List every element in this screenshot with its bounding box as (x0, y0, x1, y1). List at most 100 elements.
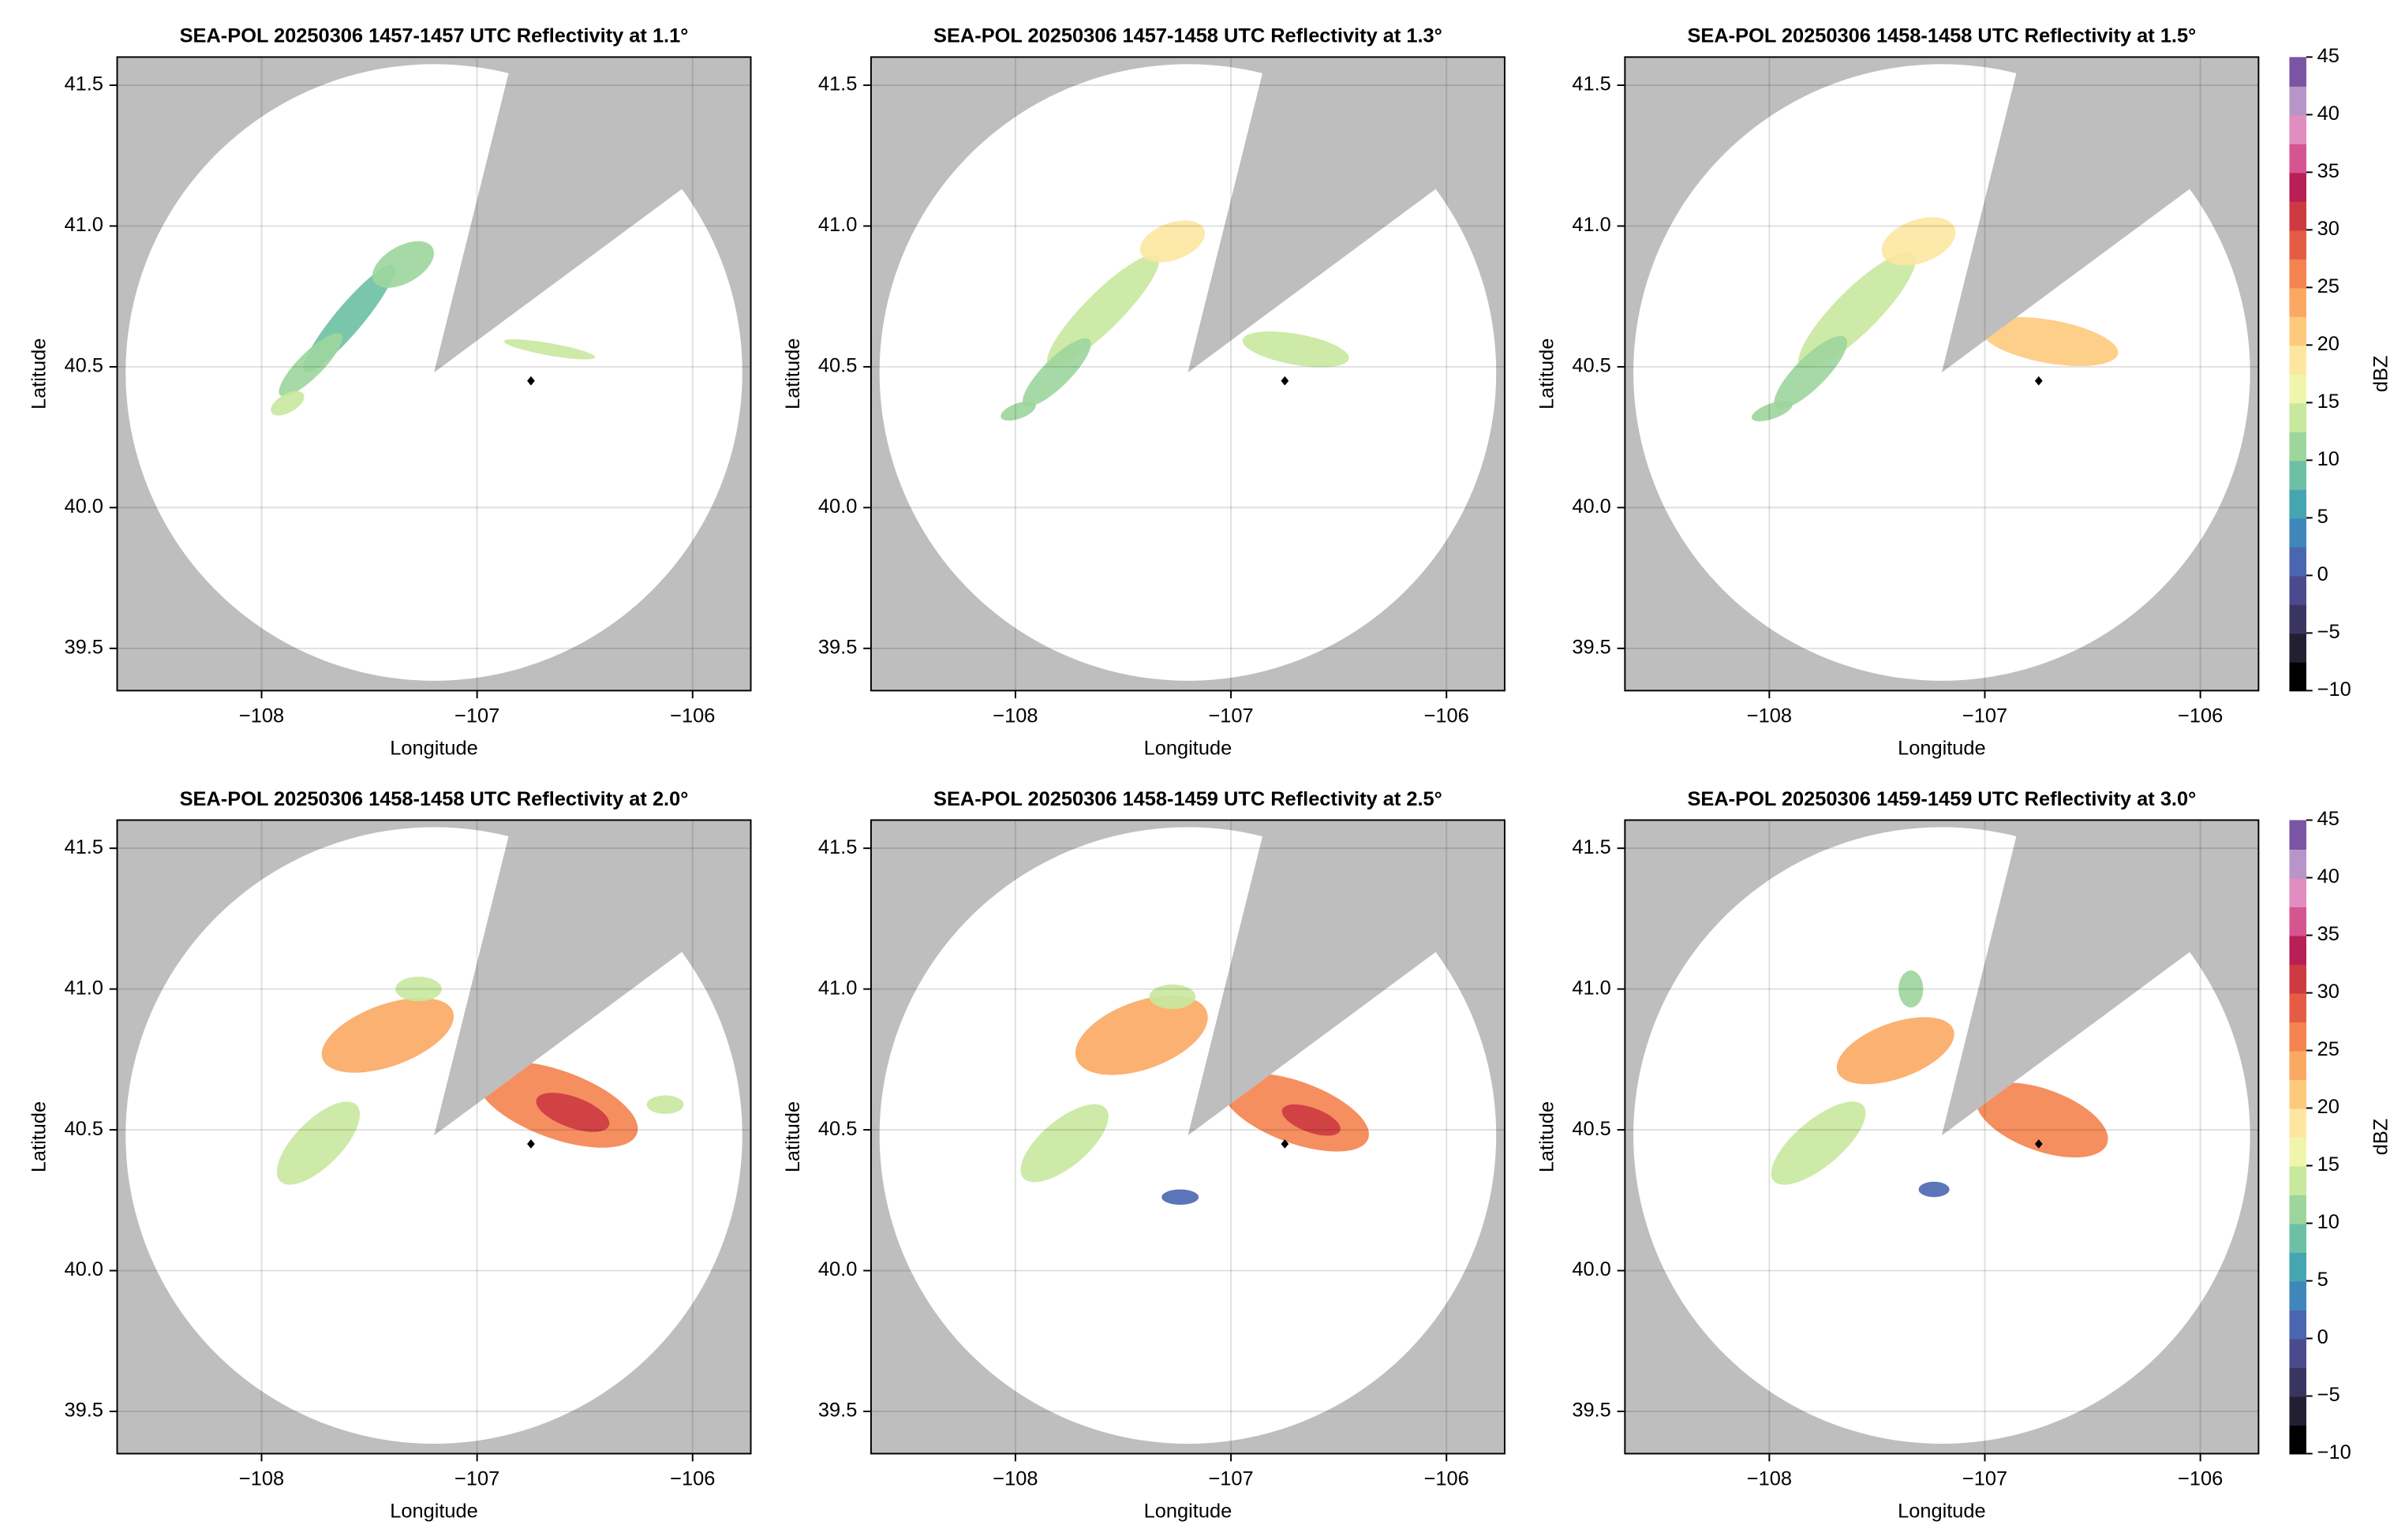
radar-coverage (1633, 827, 2250, 1445)
y-tick-label: 39.5 (818, 637, 857, 659)
radar-coverage (879, 64, 1497, 681)
x-tick-label: −108 (1747, 705, 1792, 727)
echo-region (1898, 970, 1924, 1008)
colorbar-swatch (2289, 604, 2306, 634)
panel: −108 −107 −106 39.5 40.0 40.5 41.0 41.5 SEA-POL … (1535, 788, 2392, 1523)
y-tick-label: 39.5 (1572, 637, 1610, 659)
echo-region (1242, 331, 1349, 368)
radar-coverage (125, 827, 742, 1445)
colorbar-swatch (2289, 1079, 2306, 1109)
colorbar-swatch (2289, 287, 2306, 317)
y-tick-label: 39.5 (64, 637, 103, 659)
y-tick-label: 40.5 (818, 355, 857, 377)
x-axis-label: Longitude (1898, 1500, 1986, 1522)
echoes (1020, 984, 1369, 1205)
y-tick-label: 41.5 (64, 73, 103, 95)
x-axis-label: Longitude (1144, 1500, 1232, 1522)
plot-frame (1624, 819, 2260, 1455)
echo-region (1023, 338, 1091, 407)
echoes (1752, 217, 2119, 422)
y-tick-label: 40.5 (64, 355, 103, 377)
colorbar-swatch (2289, 57, 2306, 87)
x-tick-label: −106 (1424, 705, 1469, 727)
colorbar-tick-label: 15 (2317, 391, 2340, 413)
y-axis-label: Latitude (28, 1101, 50, 1172)
colorbar-tick-label: −10 (2317, 1441, 2351, 1463)
plot-frame (116, 56, 752, 692)
echoes (1771, 970, 2108, 1198)
echo-region (1771, 1101, 1866, 1185)
x-tick-label: −108 (239, 705, 284, 727)
colorbar-swatch (2289, 820, 2306, 850)
colorbar-tick-label: 40 (2317, 865, 2340, 888)
colorbar-swatch (2289, 258, 2306, 289)
colorbar-swatch (2289, 1367, 2306, 1397)
colorbar-swatch (2289, 230, 2306, 260)
colorbar-tick-label: 40 (2317, 103, 2340, 125)
panel: −108 −107 −106 39.5 40.0 40.5 41.0 41.5 SEA-POL … (782, 788, 1505, 1522)
colorbar-tick-label: 45 (2317, 808, 2340, 830)
panel: −108 −107 −106 39.5 40.0 40.5 41.0 41.5 SEA-POL … (782, 25, 1505, 759)
echo-region (271, 391, 305, 416)
colorbar-tick-label: 25 (2317, 1038, 2340, 1060)
echo-region (1752, 400, 1793, 422)
colorbar-swatch (2289, 488, 2306, 519)
echo-region (1020, 1104, 1109, 1183)
y-tick-label: 41.5 (1572, 73, 1610, 95)
x-tick-label: −107 (1962, 705, 2007, 727)
colorbar-swatch (2289, 1137, 2306, 1167)
colorbar-swatch (2289, 546, 2306, 577)
colorbar-tick-label: 5 (2317, 506, 2328, 528)
y-tick-label: 39.5 (1572, 1400, 1610, 1422)
echo-region (1046, 254, 1160, 367)
colorbar-swatch (2289, 1396, 2306, 1426)
y-tick-label: 39.5 (64, 1400, 103, 1422)
panel: −108 −107 −106 39.5 40.0 40.5 41.0 41.5 SEA-POL … (1535, 25, 2392, 760)
radar-marker (2034, 376, 2043, 386)
echo-region (1918, 1181, 1950, 1198)
colorbar-swatch (2289, 114, 2306, 144)
colorbar-swatch (2289, 1050, 2306, 1080)
radar-coverage (125, 64, 742, 681)
colorbar-tick-label: −5 (2317, 621, 2340, 643)
x-axis-label: Longitude (1898, 737, 1986, 759)
colorbar-swatch (2289, 1280, 2306, 1311)
x-tick-label: −108 (1747, 1467, 1792, 1490)
echoes (276, 976, 684, 1185)
y-axis-label: Latitude (782, 338, 804, 409)
y-tick-label: 40.0 (64, 495, 103, 518)
y-tick-label: 40.0 (818, 1258, 857, 1280)
colorbar-tick-label: 25 (2317, 275, 2340, 297)
colorbar-swatch (2289, 1425, 2306, 1455)
y-tick-label: 41.5 (64, 836, 103, 858)
y-tick-label: 39.5 (818, 1400, 857, 1422)
colorbar-tick-label: 30 (2317, 981, 2340, 1003)
colorbar-swatch (2289, 575, 2306, 605)
panel: −108 −107 −106 39.5 40.0 40.5 41.0 41.5 SEA-POL … (28, 25, 752, 759)
colorbar-swatch (2289, 373, 2306, 404)
plot-frame (1624, 56, 2260, 692)
colorbar-swatch (2289, 1165, 2306, 1195)
x-tick-label: −108 (239, 1467, 284, 1490)
colorbar-tick-label: 20 (2317, 333, 2340, 355)
colorbar-label: dBZ (2369, 1119, 2392, 1156)
colorbar-tick-label: 35 (2317, 160, 2340, 182)
y-tick-label: 41.5 (818, 73, 857, 95)
colorbar-swatch (2289, 431, 2306, 462)
echo-region (1836, 1017, 1954, 1085)
y-axis-label: Latitude (1535, 338, 1558, 409)
y-tick-label: 40.0 (64, 1258, 103, 1280)
x-tick-label: −106 (670, 705, 715, 727)
colorbar-label: dBZ (2369, 356, 2392, 393)
colorbar-tick-label: −10 (2317, 678, 2351, 701)
y-tick-label: 40.5 (1572, 355, 1610, 377)
y-tick-label: 41.0 (64, 977, 103, 999)
y-tick-label: 41.5 (818, 836, 857, 858)
echo-region (1149, 984, 1196, 1010)
colorbar-tick-label: 0 (2317, 1326, 2328, 1348)
echoes (1001, 220, 1349, 421)
colorbar-swatch (2289, 661, 2306, 692)
colorbar-swatch (2289, 1194, 2306, 1224)
plot-frame (870, 819, 1505, 1455)
chart-title: SEA-POL 20250306 1458-1459 UTC Reflectiv… (933, 788, 1442, 810)
